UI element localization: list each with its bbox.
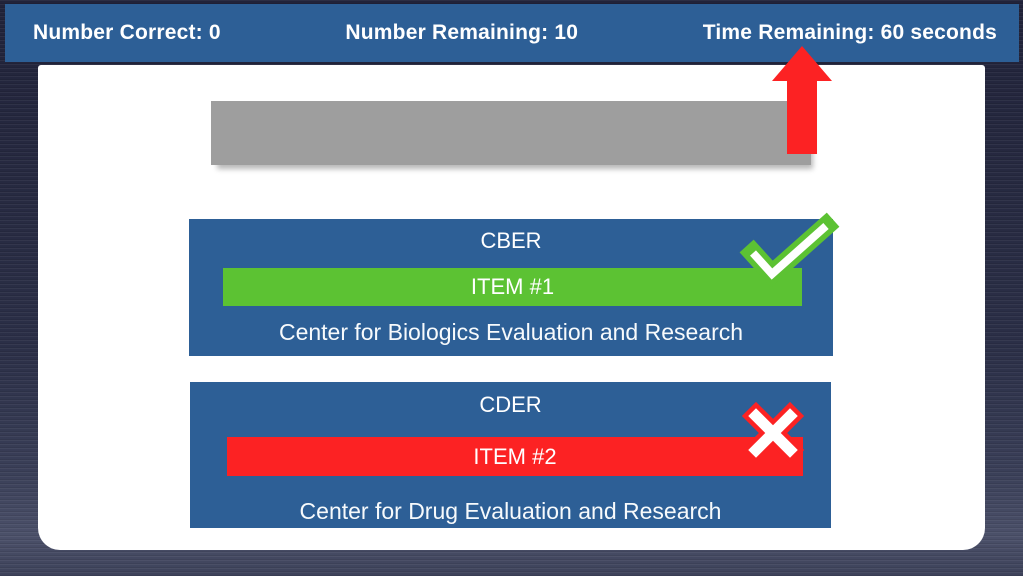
status-bar: Number Correct: 0 Number Remaining: 10 T… <box>5 4 1019 62</box>
x-icon <box>741 401 805 465</box>
number-remaining-label: Number Remaining: 10 <box>345 21 579 44</box>
quiz-card: CBER ITEM #1 Center for Biologics Evalua… <box>38 65 985 550</box>
time-remaining-label: Time Remaining: 60 seconds <box>702 21 997 44</box>
question-box-cder: CDER ITEM #2 Center for Drug Evaluation … <box>190 382 831 528</box>
item-label: ITEM #2 <box>473 443 557 469</box>
item-bar-1[interactable]: ITEM #1 <box>223 268 802 306</box>
item-label: ITEM #1 <box>470 274 555 299</box>
acronym-label: CDER <box>479 392 542 417</box>
full-name-label: Center for Biologics Evaluation and Rese… <box>278 319 744 345</box>
drop-zone-tray[interactable] <box>211 101 811 165</box>
question-box-cber: CBER ITEM #1 Center for Biologics Evalua… <box>189 212 840 356</box>
full-name-label: Center for Drug Evaluation and Research <box>299 498 722 524</box>
acronym-label: CBER <box>480 228 542 253</box>
number-correct-label: Number Correct: 0 <box>33 21 221 44</box>
checkmark-icon <box>739 212 840 288</box>
up-arrow-icon <box>772 46 832 154</box>
item-bar-2[interactable]: ITEM #2 <box>227 437 803 476</box>
